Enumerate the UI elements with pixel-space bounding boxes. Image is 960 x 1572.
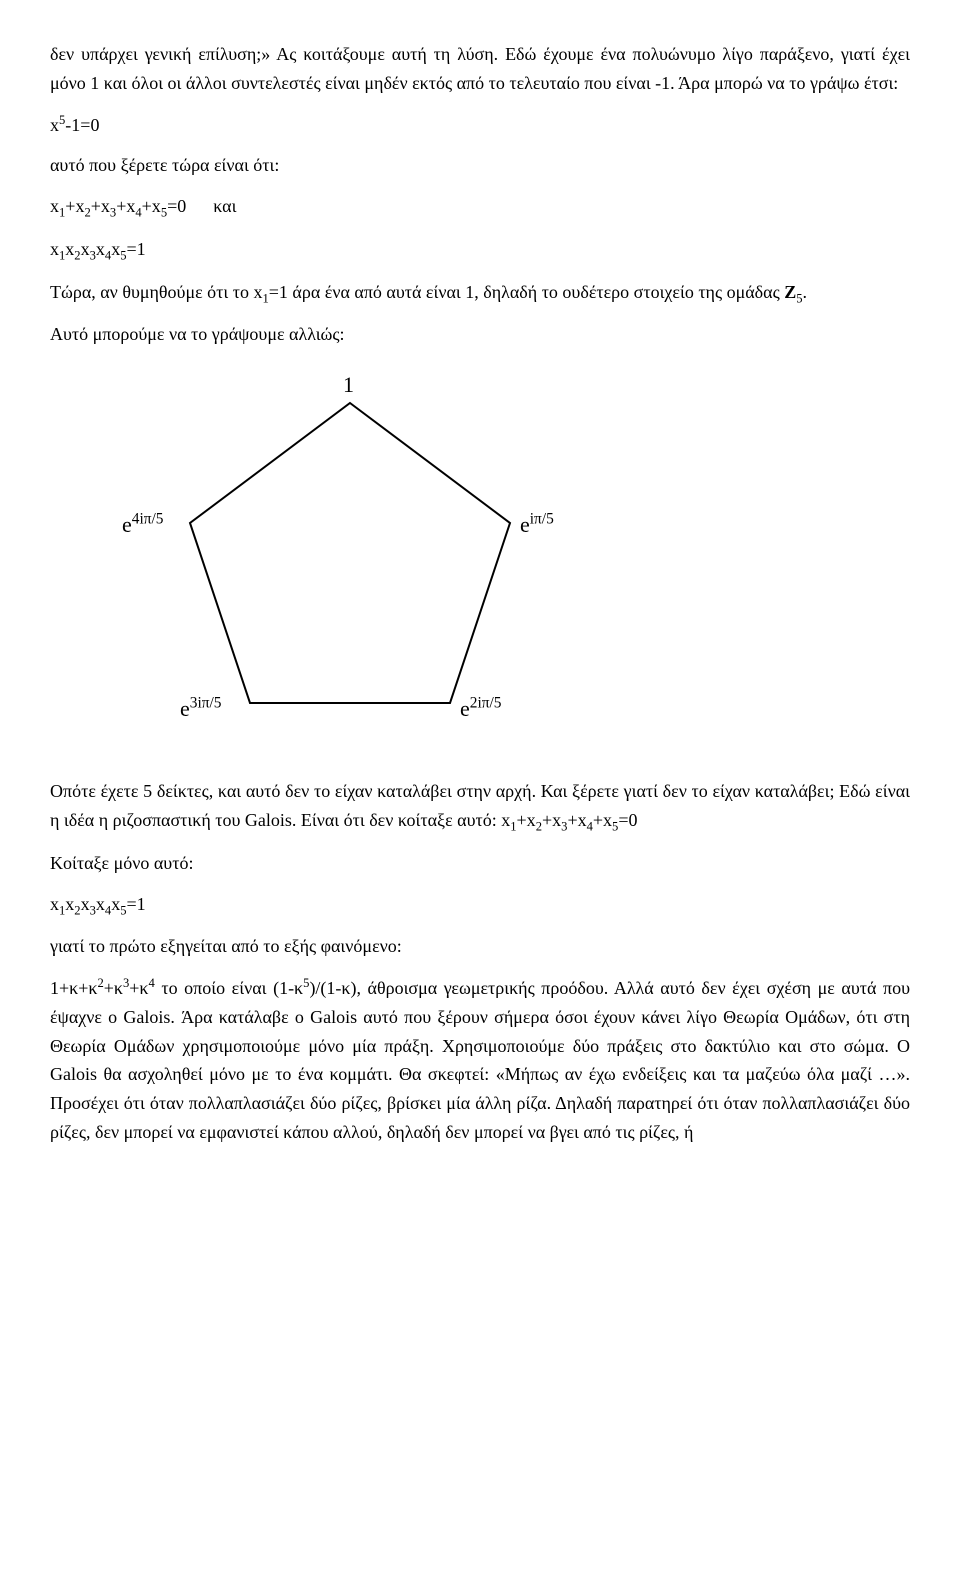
eq3-x3: x [81, 239, 90, 259]
eq3b-x3: x [81, 894, 90, 914]
vl-base: e [122, 512, 132, 537]
vbl-exp: 3iπ/5 [190, 695, 222, 712]
p3a: Τώρα, αν θυμηθούμε ότι το x [50, 282, 262, 302]
eq3b-x2: x [65, 894, 74, 914]
intro-paragraph: δεν υπάρχει γενική επίλυση;» Ας κοιτάξου… [50, 40, 910, 98]
p3-z: Z [784, 282, 796, 302]
p5f: =0 [618, 810, 637, 830]
vr-exp: iπ/5 [530, 511, 554, 528]
para-8: 1+κ+κ2+κ3+κ4 το οποίο είναι (1-κ5)/(1-κ)… [50, 973, 910, 1147]
vbl-base: e [180, 696, 190, 721]
p5e: +x [593, 810, 612, 830]
pentagon-svg [90, 373, 610, 753]
equation-1: x5-1=0 [50, 110, 910, 140]
para-6: Κοίταξε μόνο αυτό: [50, 849, 910, 878]
equation-3b: x1x2x3x4x5=1 [50, 890, 910, 921]
eq3b-x4: x [96, 894, 105, 914]
eq3b-x1: x [50, 894, 59, 914]
p8c: +κ [129, 978, 148, 998]
para-4: Αυτό μπορούμε να το γράψουμε αλλιώς: [50, 320, 910, 349]
vertex-label-left: e4iπ/5 [122, 507, 163, 542]
eq3b-x5: x [111, 894, 120, 914]
vertex-label-top: 1 [343, 367, 354, 402]
vertex-label-right: eiπ/5 [520, 507, 554, 542]
p5b: +x [517, 810, 536, 830]
eq2-x2: +x [65, 196, 84, 216]
pentagon-shape [190, 403, 510, 703]
p5c: +x [542, 810, 561, 830]
vertex-label-bottom-left: e3iπ/5 [180, 691, 221, 726]
eq1-tail: -1=0 [65, 115, 99, 135]
p8b: +κ [104, 978, 123, 998]
eq3-tail: =1 [126, 239, 145, 259]
para-5: Οπότε έχετε 5 δείκτες, και αυτό δεν το ε… [50, 777, 910, 837]
eq3-x1: x [50, 239, 59, 259]
para-2: αυτό που ξέρετε τώρα είναι ότι: [50, 151, 910, 180]
equation-2: x1+x2+x3+x4+x5=0 και [50, 192, 910, 223]
vr-base: e [520, 512, 530, 537]
eq1-base: x [50, 115, 59, 135]
vbr-base: e [460, 696, 470, 721]
eq3-x4: x [96, 239, 105, 259]
eq2-tail: =0 και [167, 196, 236, 216]
para-7: γιατί το πρώτο εξηγείται από το εξής φαι… [50, 932, 910, 961]
eq3-x5: x [111, 239, 120, 259]
p3b: =1 άρα ένα από αυτά είναι 1, δηλαδή το ο… [269, 282, 784, 302]
eq3-x2: x [65, 239, 74, 259]
eq2-x3: +x [91, 196, 110, 216]
p5a: Οπότε έχετε 5 δείκτες, και αυτό δεν το ε… [50, 781, 910, 830]
p3c: . [803, 282, 808, 302]
vl-exp: 4iπ/5 [132, 511, 164, 528]
p5d: +x [567, 810, 586, 830]
eq2-x5: +x [142, 196, 161, 216]
p8d: το οποίο είναι (1-κ [155, 978, 303, 998]
vbr-exp: 2iπ/5 [470, 695, 502, 712]
eq3b-tail: =1 [126, 894, 145, 914]
eq2-x1: x [50, 196, 59, 216]
p8a: 1+κ+κ [50, 978, 97, 998]
eq2-x4: +x [116, 196, 135, 216]
pentagon-diagram: 1 eiπ/5 e4iπ/5 e2iπ/5 e3iπ/5 [90, 373, 610, 753]
vertex-label-bottom-right: e2iπ/5 [460, 691, 501, 726]
equation-3: x1x2x3x4x5=1 [50, 235, 910, 266]
p8e: )/(1-κ), άθροισμα γεωμετρικής προόδου. Α… [50, 978, 910, 1142]
para-3: Τώρα, αν θυμηθούμε ότι το x1=1 άρα ένα α… [50, 278, 910, 309]
